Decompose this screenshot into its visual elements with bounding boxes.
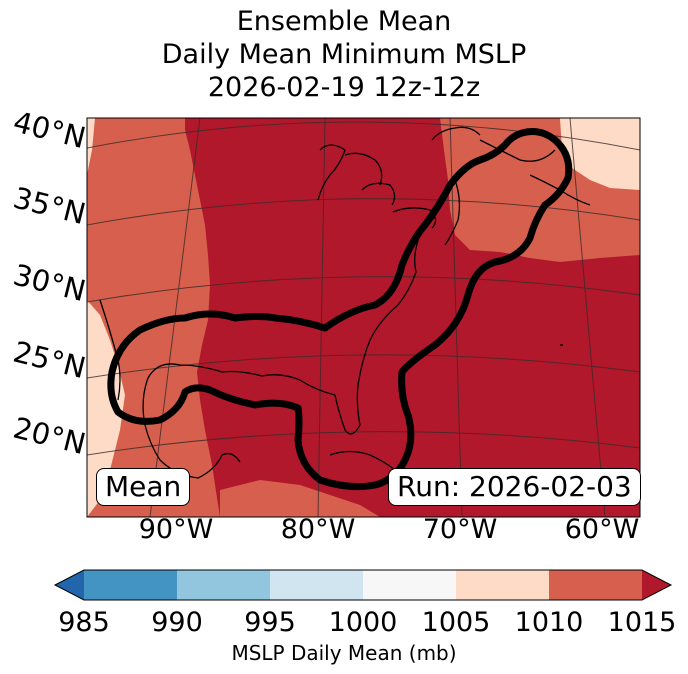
colorbar-segment-990-995 [177, 570, 270, 600]
lon-label-90w: 90°W [138, 514, 214, 545]
colorbar-tick-1000: 1000 [328, 607, 398, 638]
fill-1010-south [220, 480, 380, 517]
colorbar-tick-995: 995 [244, 607, 296, 638]
colorbar-extend-right [642, 570, 671, 600]
colorbar-tick-1005: 1005 [421, 607, 491, 638]
fill-1005-mexico [87, 300, 125, 517]
colorbar-segment-1010-1015 [549, 570, 642, 600]
colorbar-outline [53, 569, 673, 601]
run-date-box: Run: 2026-02-03 [388, 468, 641, 506]
lon-label-70w: 70°W [422, 514, 498, 545]
colorbar-segment-1000-1005 [363, 570, 456, 600]
colorbar-tick-985: 985 [58, 607, 110, 638]
colorbar-segment-995-1000 [270, 570, 363, 600]
mean-label-box: Mean [96, 468, 191, 506]
colorbar-tick-1015: 1015 [607, 607, 677, 638]
lon-label-80w: 80°W [280, 514, 356, 545]
fill-1005-northwest [87, 118, 95, 175]
colorbar-label: MSLP Daily Mean (mb) [231, 641, 457, 665]
map-area [87, 118, 640, 517]
colorbar-extend-left [55, 570, 84, 600]
coastlines [99, 126, 591, 496]
title-line-1: Ensemble Mean [236, 6, 452, 37]
lon-label-60w: 60°W [564, 514, 640, 545]
colorbar-segment-1005-1010 [456, 570, 549, 600]
title-line-2: Daily Mean Minimum MSLP [161, 39, 527, 70]
colorbar-tick-1010: 1010 [514, 607, 584, 638]
fill-1005-northeast [560, 118, 640, 190]
colorbar-tick-990: 990 [151, 607, 203, 638]
title-line-3: 2026-02-19 12z-12z [207, 72, 481, 103]
colorbar-segment-985-990 [84, 570, 177, 600]
map-frame [86, 117, 641, 518]
contour-1015mb [107, 128, 573, 491]
